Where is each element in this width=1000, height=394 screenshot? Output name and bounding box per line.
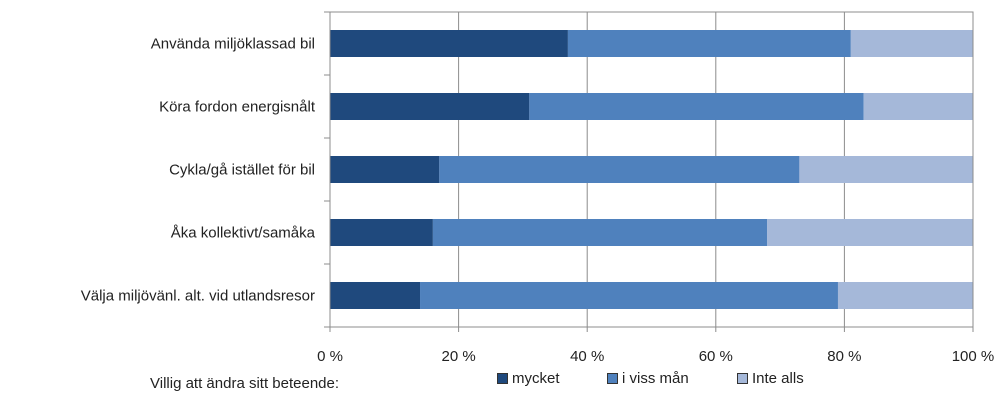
legend: Villig att ändra sitt beteende: mycket i … [0, 366, 1000, 392]
plot-area [329, 11, 974, 328]
bar-segment-Inte-alls [799, 156, 973, 183]
category-label: Åka kollektivt/samåka [171, 225, 316, 242]
bar-segment-mycket [330, 30, 568, 57]
x-tick-label: 0 % [317, 348, 343, 365]
bar-segment-mycket [330, 93, 530, 120]
x-tick-label: 100 % [952, 348, 995, 365]
legend-label: Inte alls [752, 370, 804, 387]
category-labels: Använda miljöklassad bil Köra fordon ener… [81, 36, 316, 305]
bar-segment-Inte-alls [863, 93, 973, 120]
legend-item: i viss mån [607, 370, 689, 387]
legend-item: Inte alls [737, 370, 804, 387]
category-label: Använda miljöklassad bil [151, 36, 315, 53]
category-label: Välja miljövänl. alt. vid utlandsresor [81, 288, 315, 305]
legend-swatch [607, 373, 618, 384]
bar-segment-mycket [330, 219, 433, 246]
legend-label: mycket [512, 370, 560, 387]
x-tick-label: 80 % [827, 348, 861, 365]
x-tick-label: 20 % [441, 348, 475, 365]
bar-segment-i-viss-mån [567, 30, 851, 57]
bar-segment-Inte-alls [767, 219, 973, 246]
axes [324, 11, 974, 332]
legend-item: mycket [497, 370, 560, 387]
bar-segment-mycket [330, 156, 440, 183]
legend-swatch [497, 373, 508, 384]
bar-segment-Inte-alls [850, 30, 973, 57]
bar-segment-i-viss-mån [432, 219, 768, 246]
bar-segment-i-viss-mån [439, 156, 800, 183]
bar-segment-Inte-alls [837, 282, 973, 309]
bar-segment-i-viss-mån [529, 93, 864, 120]
bars [330, 30, 973, 309]
bar-segment-mycket [330, 282, 421, 309]
x-tick-label: 60 % [699, 348, 733, 365]
category-label: Cykla/gå istället för bil [169, 162, 315, 179]
bar-segment-i-viss-mån [420, 282, 838, 309]
x-tick-labels: 0 % 20 % 40 % 60 % 80 % 100 % [317, 348, 994, 365]
x-tick-label: 40 % [570, 348, 604, 365]
legend-label: i viss mån [622, 370, 689, 387]
legend-swatch [737, 373, 748, 384]
category-label: Köra fordon energisnålt [159, 99, 316, 116]
legend-title: Villig att ändra sitt beteende: [150, 375, 340, 392]
